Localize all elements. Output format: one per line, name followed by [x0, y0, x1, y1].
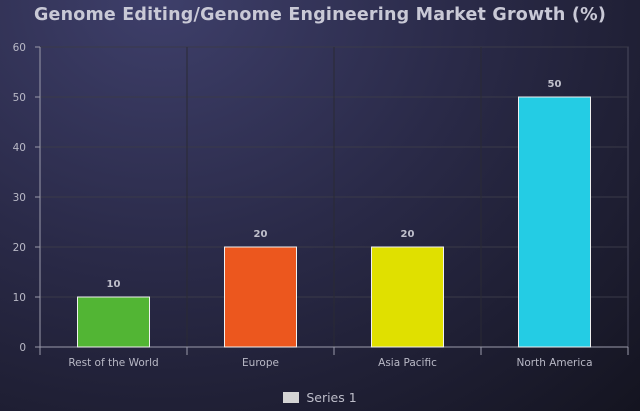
- y-tick-label: 20: [13, 242, 26, 254]
- data-label: 20: [254, 229, 268, 240]
- y-tick-label: 0: [19, 342, 26, 354]
- bar: [224, 246, 297, 348]
- data-label: 10: [107, 279, 121, 290]
- x-tick-label: North America: [516, 357, 592, 369]
- legend-label: Series 1: [306, 390, 357, 405]
- chart-title: Genome Editing/Genome Engineering Market…: [33, 5, 607, 25]
- data-label: 20: [401, 229, 415, 240]
- x-tick-label: Rest of the World: [68, 357, 158, 369]
- data-label: 50: [548, 79, 562, 90]
- bar: [371, 246, 444, 348]
- bar: [518, 96, 591, 348]
- y-tick-label: 40: [13, 142, 26, 154]
- y-tick-label: 30: [13, 192, 26, 204]
- bar: [77, 296, 150, 348]
- x-tick-label: Europe: [242, 357, 279, 369]
- y-tick-label: 50: [13, 92, 26, 104]
- legend[interactable]: Series 1: [0, 390, 640, 405]
- y-tick-label: 60: [13, 42, 26, 54]
- y-tick-label: 10: [13, 292, 26, 304]
- x-tick-label: Asia Pacific: [378, 357, 437, 369]
- legend-swatch: [283, 392, 300, 403]
